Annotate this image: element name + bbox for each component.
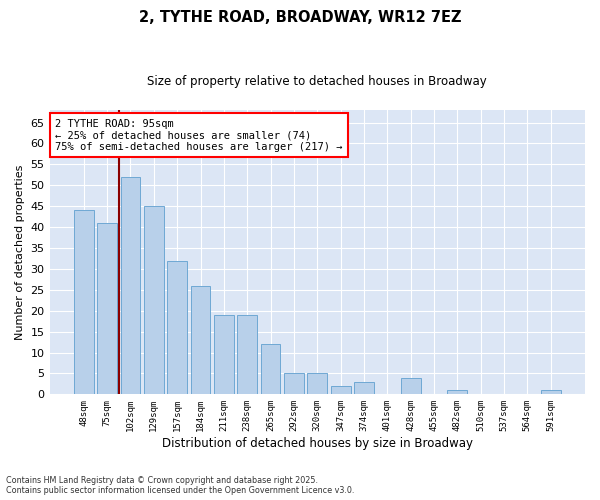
Bar [307, 374, 327, 394]
Bar [260, 344, 280, 395]
Bar [238, 315, 257, 394]
Bar [214, 315, 234, 394]
Bar [448, 390, 467, 394]
Bar [121, 177, 140, 394]
Bar [401, 378, 421, 394]
Bar [331, 386, 350, 394]
Bar [144, 206, 164, 394]
Bar [354, 382, 374, 394]
Y-axis label: Number of detached properties: Number of detached properties [15, 164, 25, 340]
Bar [167, 260, 187, 394]
Bar [97, 223, 117, 394]
Bar [191, 286, 211, 395]
Text: Contains HM Land Registry data © Crown copyright and database right 2025.
Contai: Contains HM Land Registry data © Crown c… [6, 476, 355, 495]
Bar [541, 390, 560, 394]
Text: 2, TYTHE ROAD, BROADWAY, WR12 7EZ: 2, TYTHE ROAD, BROADWAY, WR12 7EZ [139, 10, 461, 25]
Bar [284, 374, 304, 394]
Title: Size of property relative to detached houses in Broadway: Size of property relative to detached ho… [148, 75, 487, 88]
Bar [74, 210, 94, 394]
Text: 2 TYTHE ROAD: 95sqm
← 25% of detached houses are smaller (74)
75% of semi-detach: 2 TYTHE ROAD: 95sqm ← 25% of detached ho… [55, 118, 343, 152]
X-axis label: Distribution of detached houses by size in Broadway: Distribution of detached houses by size … [162, 437, 473, 450]
